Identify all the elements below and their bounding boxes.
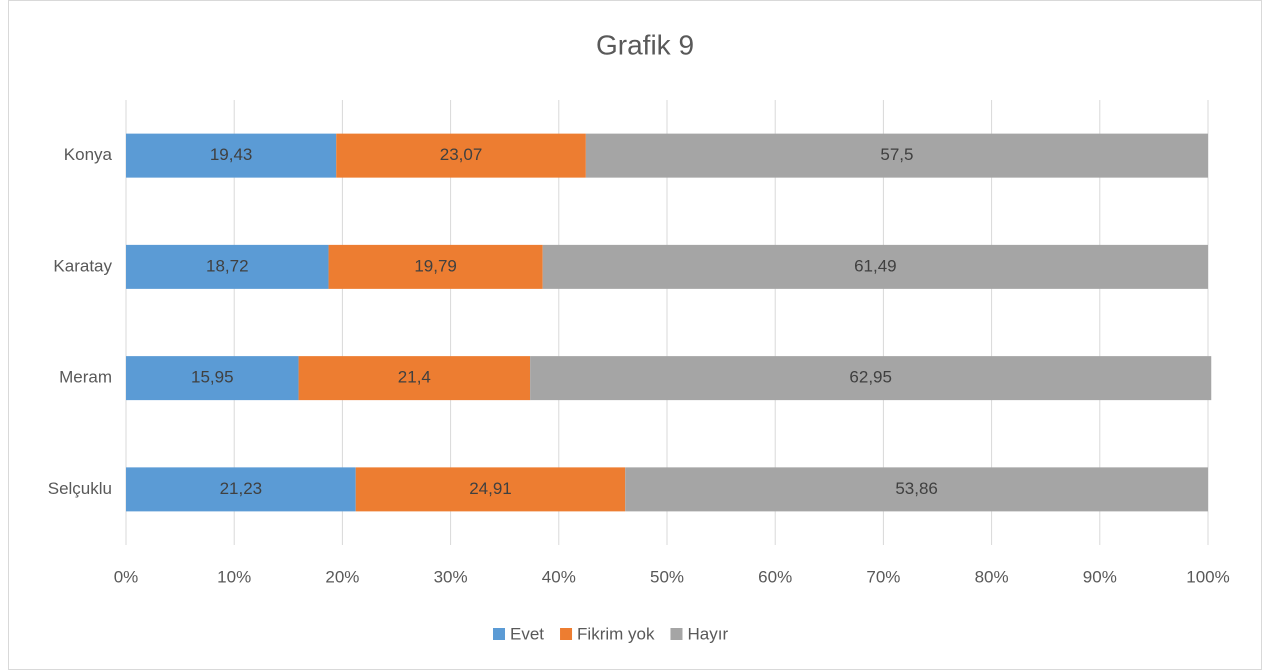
- data-label: 53,86: [895, 479, 938, 498]
- y-tick-label: Karatay: [53, 256, 112, 275]
- bar-segment: [585, 133, 1208, 178]
- x-tick-label: 10%: [217, 567, 251, 586]
- data-label: 18,72: [206, 256, 249, 275]
- bar-segment: [126, 133, 337, 178]
- legend-label: Hayır: [687, 624, 728, 643]
- chart-border: [8, 0, 1262, 670]
- x-tick-label: 100%: [1186, 567, 1229, 586]
- bar-segment: [126, 356, 299, 401]
- data-label: 21,4: [398, 368, 431, 387]
- x-tick-label: 40%: [542, 567, 576, 586]
- bar-segment: [336, 133, 586, 178]
- x-tick-label: 90%: [1083, 567, 1117, 586]
- bar-segment: [530, 356, 1212, 401]
- x-tick-label: 80%: [975, 567, 1009, 586]
- bar-segment: [126, 467, 356, 512]
- legend-swatch: [560, 628, 573, 640]
- bar-segment: [298, 356, 531, 401]
- legend-label: Fikrim yok: [577, 624, 655, 643]
- x-tick-label: 0%: [114, 567, 139, 586]
- bar-segment: [355, 467, 626, 512]
- x-tick-label: 50%: [650, 567, 684, 586]
- data-label: 21,23: [220, 479, 263, 498]
- data-label: 57,5: [880, 145, 913, 164]
- bar-segment: [542, 244, 1208, 289]
- data-label: 19,43: [210, 145, 253, 164]
- legend-swatch: [670, 628, 683, 640]
- y-tick-label: Selçuklu: [48, 479, 112, 498]
- x-tick-label: 60%: [758, 567, 792, 586]
- legend-label: Evet: [510, 624, 544, 643]
- bar-segment: [625, 467, 1208, 512]
- x-tick-label: 30%: [434, 567, 468, 586]
- chart-title: Grafik 9: [596, 29, 694, 60]
- x-tick-label: 20%: [325, 567, 359, 586]
- data-label: 15,95: [191, 368, 234, 387]
- bar-segment: [328, 244, 543, 289]
- data-label: 23,07: [440, 145, 483, 164]
- y-tick-label: Konya: [64, 145, 113, 164]
- x-tick-label: 70%: [866, 567, 900, 586]
- data-label: 61,49: [854, 256, 897, 275]
- data-label: 62,95: [849, 368, 892, 387]
- bar-segment: [126, 244, 329, 289]
- data-label: 19,79: [414, 256, 457, 275]
- legend-swatch: [493, 628, 505, 640]
- y-tick-label: Meram: [59, 368, 112, 387]
- data-label: 24,91: [469, 479, 512, 498]
